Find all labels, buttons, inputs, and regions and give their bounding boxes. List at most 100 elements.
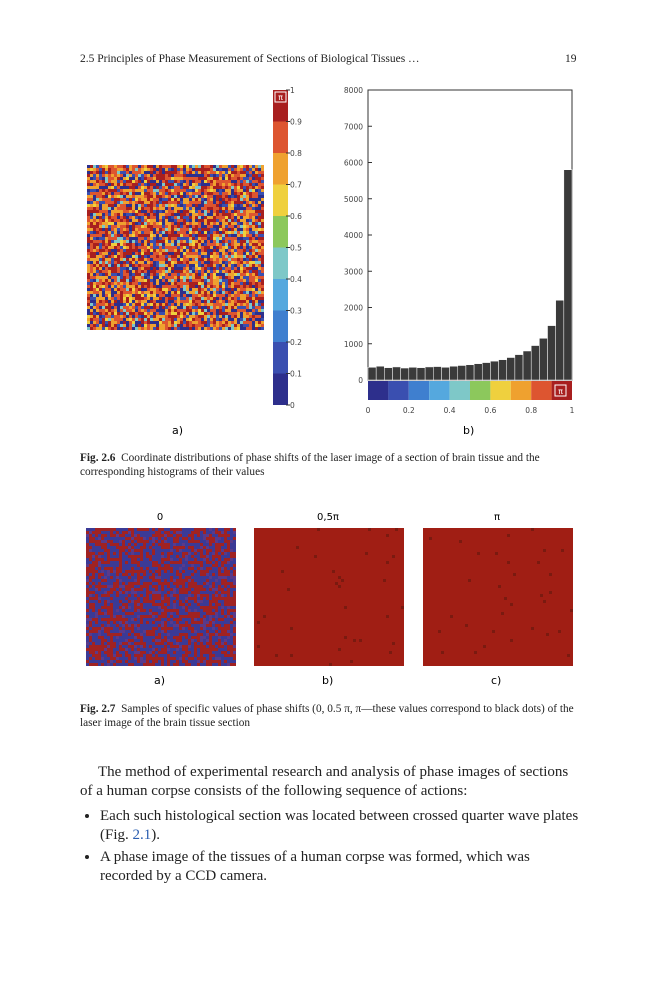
pixel [138,198,141,201]
pixel [215,531,218,534]
pixel [183,168,186,171]
pixel [128,570,131,573]
pixel [213,309,216,312]
pixel [186,294,189,297]
pixel [183,324,186,327]
pixel [177,282,180,285]
pixel [96,297,99,300]
pixel [227,606,230,609]
pixel [230,558,233,561]
pixel [261,291,264,294]
pixel [126,285,129,288]
pixel [218,615,221,618]
pixel [249,306,252,309]
pixel [164,585,167,588]
pixel [134,546,137,549]
pixel [153,252,156,255]
pixel [143,558,146,561]
pixel [230,585,233,588]
pixel [252,288,255,291]
pixel [252,276,255,279]
pixel [153,192,156,195]
pixel [222,180,225,183]
pixel [171,183,174,186]
pixel [191,594,194,597]
pixel [111,207,114,210]
pixel [101,543,104,546]
pixel [105,249,108,252]
pixel [215,534,218,537]
pixel [213,303,216,306]
pixel [99,222,102,225]
pixel [137,582,140,585]
pixel [147,300,150,303]
pixel [165,246,168,249]
pixel [87,207,90,210]
pixel [87,234,90,237]
pixel [200,552,203,555]
pixel [87,210,90,213]
pixel [162,276,165,279]
pixel [155,573,158,576]
pixel [114,291,117,294]
pixel [212,552,215,555]
pixel [120,183,123,186]
pixel [171,210,174,213]
pixel [216,243,219,246]
pixel [120,174,123,177]
pixel [200,600,203,603]
pixel [258,180,261,183]
pixel [138,315,141,318]
pixel [144,216,147,219]
pixel [233,618,236,621]
pixel [161,573,164,576]
pixel [125,594,128,597]
pixel [137,549,140,552]
pixel [219,255,222,258]
pixel [165,201,168,204]
pixel [192,225,195,228]
pixel [96,204,99,207]
pixel [219,315,222,318]
pixel [189,222,192,225]
pixel [87,177,90,180]
pixel [195,231,198,234]
pixel [92,555,95,558]
pixel [89,573,92,576]
pixel [167,612,170,615]
pixel [155,582,158,585]
pixel [197,573,200,576]
pixel [261,267,264,270]
pixel [189,186,192,189]
pixel [258,231,261,234]
pixel [183,246,186,249]
pixel [155,528,158,531]
pixel [171,207,174,210]
pixel [86,576,89,579]
pixel [200,594,203,597]
pixel [99,189,102,192]
pixel [204,207,207,210]
pixel [89,567,92,570]
pixel [219,300,222,303]
pixel [203,618,206,621]
pixel [117,306,120,309]
pixel [195,225,198,228]
pixel [252,204,255,207]
pixel [155,540,158,543]
pixel [162,231,165,234]
pixel [141,165,144,168]
pixel [158,543,161,546]
pixel [249,201,252,204]
pixel [219,174,222,177]
pixel [171,198,174,201]
pixel [210,246,213,249]
pixel [213,267,216,270]
pixel [144,171,147,174]
pixel [140,534,143,537]
pixel [167,573,170,576]
pixel [188,570,191,573]
pixel [107,600,110,603]
pixel [165,180,168,183]
pixel [201,189,204,192]
